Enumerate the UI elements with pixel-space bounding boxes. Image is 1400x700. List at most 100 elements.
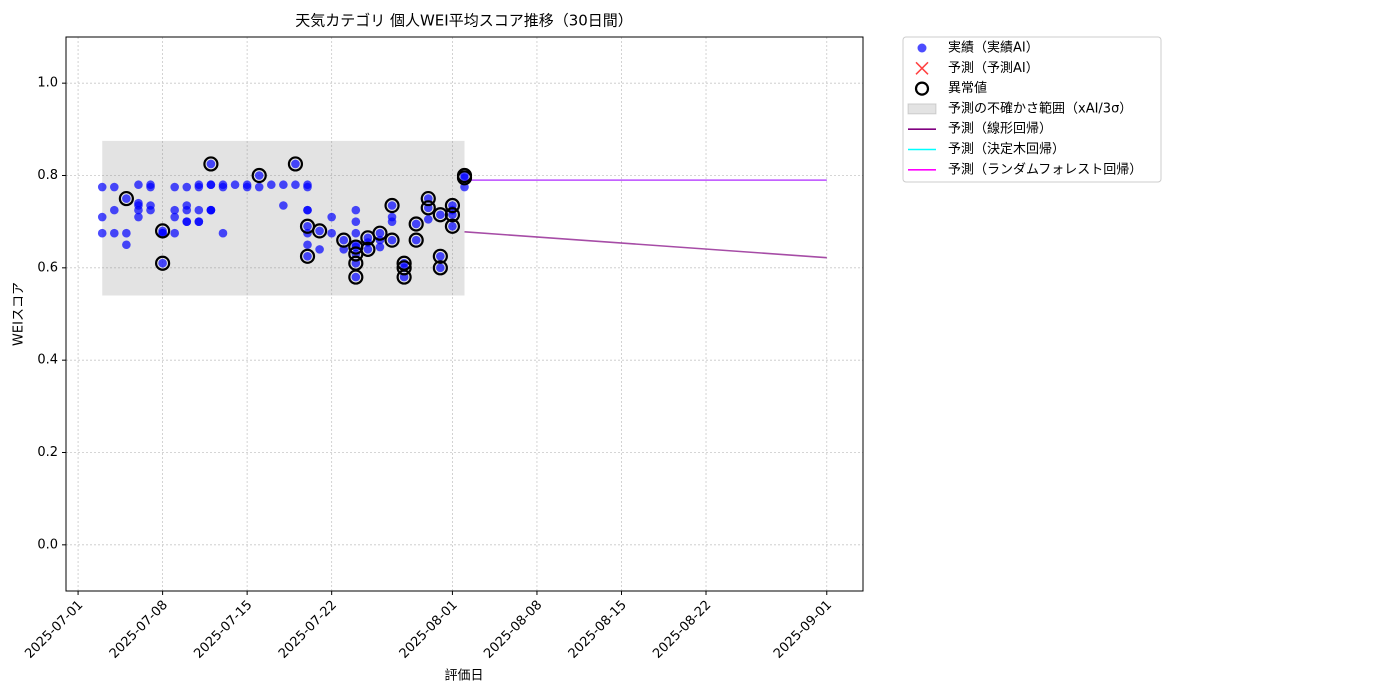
actual-point bbox=[254, 171, 264, 180]
anomaly-point bbox=[348, 255, 364, 271]
actual-point bbox=[146, 182, 155, 192]
x-tick-label: 2025-08-15 bbox=[566, 598, 630, 662]
actual-point bbox=[423, 215, 433, 224]
x-tick-label: 2025-08-08 bbox=[481, 598, 545, 662]
anomaly-point bbox=[384, 232, 400, 248]
actual-point bbox=[351, 272, 361, 282]
actual-point bbox=[351, 205, 361, 215]
actual-point bbox=[158, 228, 167, 238]
actual-point bbox=[460, 173, 469, 183]
y-tick-label: 0.6 bbox=[37, 260, 58, 275]
legend-swatch bbox=[915, 61, 929, 75]
actual-point bbox=[411, 219, 421, 229]
actual-point bbox=[194, 205, 204, 215]
actual-point bbox=[327, 228, 336, 238]
actual-point bbox=[194, 217, 204, 226]
actual-point bbox=[97, 212, 107, 222]
actual-point bbox=[436, 210, 445, 220]
anomaly-point bbox=[299, 248, 316, 264]
actual-point bbox=[170, 228, 179, 238]
anomaly-point bbox=[203, 156, 219, 172]
plot-area bbox=[97, 140, 827, 296]
actual-point bbox=[170, 205, 179, 215]
y-tick-label: 0.8 bbox=[37, 168, 58, 183]
actual-point bbox=[351, 217, 361, 226]
legend-label: 予測（予測AI） bbox=[948, 61, 1039, 76]
actual-point bbox=[206, 205, 216, 215]
actual-point bbox=[242, 182, 252, 192]
x-tick-label: 2025-09-01 bbox=[771, 598, 835, 662]
anomaly-point bbox=[336, 232, 352, 248]
anomaly-point bbox=[444, 207, 461, 223]
anomaly-point bbox=[432, 260, 448, 276]
anomaly-point bbox=[432, 248, 448, 264]
anomaly-point bbox=[396, 260, 412, 276]
actual-point bbox=[122, 240, 131, 250]
actual-point bbox=[436, 251, 445, 261]
plot-frame bbox=[65, 36, 864, 592]
actual-point bbox=[303, 180, 312, 190]
anomaly-point bbox=[408, 232, 424, 248]
legend-swatch bbox=[907, 103, 937, 115]
y-tick-label: 0.0 bbox=[37, 537, 58, 552]
anomaly-point bbox=[251, 167, 267, 184]
y-axis-label: WEIスコア bbox=[12, 282, 27, 346]
actual-point bbox=[97, 182, 107, 192]
actual-point bbox=[170, 212, 179, 222]
actual-point bbox=[375, 242, 385, 252]
actual-point bbox=[206, 180, 216, 190]
actual-point bbox=[110, 205, 119, 215]
actual-point bbox=[254, 182, 264, 192]
actual-point bbox=[218, 228, 228, 238]
legend-label: 予測（決定木回帰） bbox=[948, 141, 1065, 157]
anomaly-point bbox=[384, 197, 400, 214]
y-tick-label: 1.0 bbox=[37, 76, 58, 91]
actual-point bbox=[279, 201, 288, 210]
actual-point bbox=[134, 205, 143, 215]
actual-point bbox=[266, 180, 276, 190]
anomaly-point bbox=[444, 197, 461, 214]
prediction-line bbox=[464, 231, 827, 259]
actual-point bbox=[303, 251, 312, 261]
actual-point bbox=[279, 180, 288, 190]
actual-point bbox=[375, 228, 385, 238]
x-tick-label: 2025-08-22 bbox=[650, 598, 714, 662]
actual-point bbox=[363, 245, 373, 254]
legend-frame bbox=[902, 36, 1162, 183]
actual-point bbox=[327, 212, 336, 222]
actual-point bbox=[122, 194, 131, 203]
actual-point bbox=[387, 212, 397, 222]
actual-point bbox=[351, 228, 361, 238]
anomaly-point bbox=[372, 225, 388, 241]
x-axis-label: 評価日 bbox=[444, 669, 483, 684]
actual-point bbox=[315, 245, 324, 254]
actual-point bbox=[134, 180, 143, 190]
legend-label: 予測（ランダムフォレスト回帰） bbox=[948, 161, 1142, 177]
legend-swatch bbox=[914, 81, 930, 96]
anomaly-point bbox=[408, 216, 424, 232]
actual-point bbox=[291, 180, 300, 190]
legend-swatch bbox=[917, 43, 927, 53]
anomaly-point bbox=[155, 255, 171, 271]
anomaly-point bbox=[311, 223, 328, 239]
anomaly-point bbox=[420, 190, 436, 207]
anomaly-point bbox=[444, 218, 461, 234]
x-tick-label: 2025-07-01 bbox=[22, 598, 86, 662]
uncertainty-band bbox=[102, 140, 465, 296]
actual-point bbox=[182, 217, 192, 226]
y-tick-label: 0.2 bbox=[37, 445, 58, 460]
actual-point bbox=[230, 180, 240, 190]
actual-point bbox=[387, 235, 397, 245]
anomaly-point bbox=[155, 223, 171, 239]
actual-point bbox=[182, 205, 192, 215]
y-tick-label: 0.4 bbox=[37, 353, 58, 368]
actual-point bbox=[291, 159, 300, 169]
actual-point bbox=[303, 205, 312, 215]
anomaly-point bbox=[360, 241, 376, 257]
actual-point bbox=[339, 235, 349, 245]
actual-point bbox=[387, 201, 397, 210]
actual-point bbox=[170, 182, 179, 192]
actual-point bbox=[194, 180, 204, 190]
